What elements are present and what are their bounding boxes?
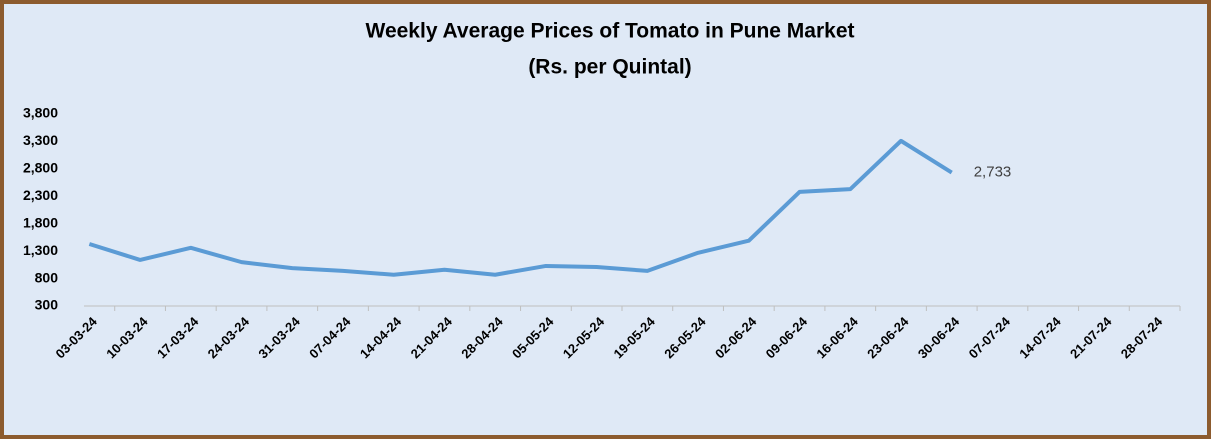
y-tick-label: 2,300 [23, 187, 58, 203]
y-tick-label: 300 [35, 297, 59, 313]
chart-title: Weekly Average Prices of Tomato in Pune … [366, 20, 855, 43]
data-label: 2,733 [974, 164, 1012, 181]
y-tick-label: 1,800 [23, 214, 58, 230]
series-line [88, 138, 953, 277]
y-tick-label: 800 [35, 269, 59, 285]
y-tick-label: 3,300 [23, 132, 58, 148]
y-tick-label: 1,300 [23, 242, 58, 258]
y-tick-label: 2,800 [23, 160, 58, 176]
y-tick-label: 3,800 [23, 105, 58, 121]
chart-subtitle: (Rs. per Quintal) [528, 56, 691, 79]
